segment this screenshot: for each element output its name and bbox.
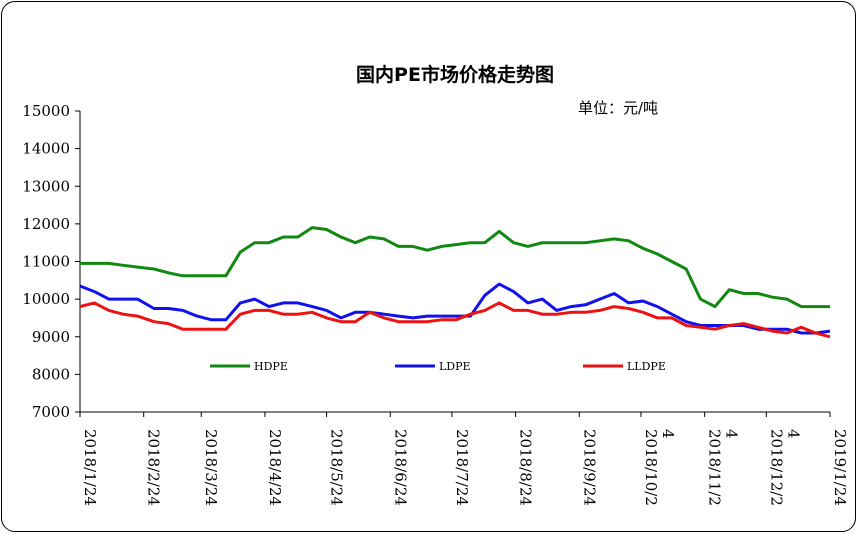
- x-tick-label: 2018/8/24: [517, 429, 535, 506]
- x-tick-label: 2018/1/24: [81, 429, 99, 506]
- x-tick-label: 4: [784, 429, 802, 439]
- y-tick-label: 12000: [22, 215, 70, 233]
- series-line-lldpe: [79, 301, 831, 339]
- y-tick-label: 8000: [32, 365, 70, 383]
- x-tick-label: 2018/5/24: [328, 429, 346, 506]
- y-tick-label: 15000: [22, 102, 70, 120]
- legend-label: LDPE: [439, 360, 471, 373]
- y-tick-label: 14000: [22, 140, 70, 158]
- y-tick-label: 9000: [32, 328, 70, 346]
- y-tick-label: 13000: [22, 177, 70, 195]
- x-tick-label: 2018/11/2: [706, 429, 724, 506]
- x-tick-label: 2018/4/24: [266, 429, 284, 506]
- x-tick-label: 2018/3/24: [202, 429, 220, 506]
- series-line-ldpe: [79, 282, 831, 335]
- y-tick-label: 11000: [22, 253, 70, 271]
- series-line-hdpe: [80, 226, 830, 309]
- x-tick-label: 2018/9/24: [580, 429, 598, 506]
- x-tick-label: 4: [659, 429, 677, 439]
- x-tick-label: 2018/10/2: [642, 429, 660, 506]
- x-tick-label: 2018/6/24: [391, 429, 409, 506]
- x-tick-label: 2019/1/24: [831, 429, 849, 506]
- x-tick-label: 4: [723, 429, 741, 439]
- legend-label: LLDPE: [627, 360, 666, 373]
- unit-label: 单位：元/吨: [578, 99, 658, 117]
- series-layer: [79, 226, 831, 339]
- x-tick-label: 2018/2/24: [145, 429, 163, 506]
- chart-title: 国内PE市场价格走势图: [356, 63, 554, 86]
- x-tick-label: 2018/7/24: [453, 429, 471, 506]
- legend: HDPE LDPE LLDPE: [210, 360, 666, 373]
- axes: 7000 8000 9000 10000 11000 12000 13000 14000 150…: [22, 102, 849, 506]
- y-tick-label: 7000: [32, 403, 70, 421]
- x-tick-label: 2018/12/2: [767, 429, 785, 506]
- legend-label: HDPE: [254, 360, 288, 373]
- y-tick-label: 10000: [22, 290, 70, 308]
